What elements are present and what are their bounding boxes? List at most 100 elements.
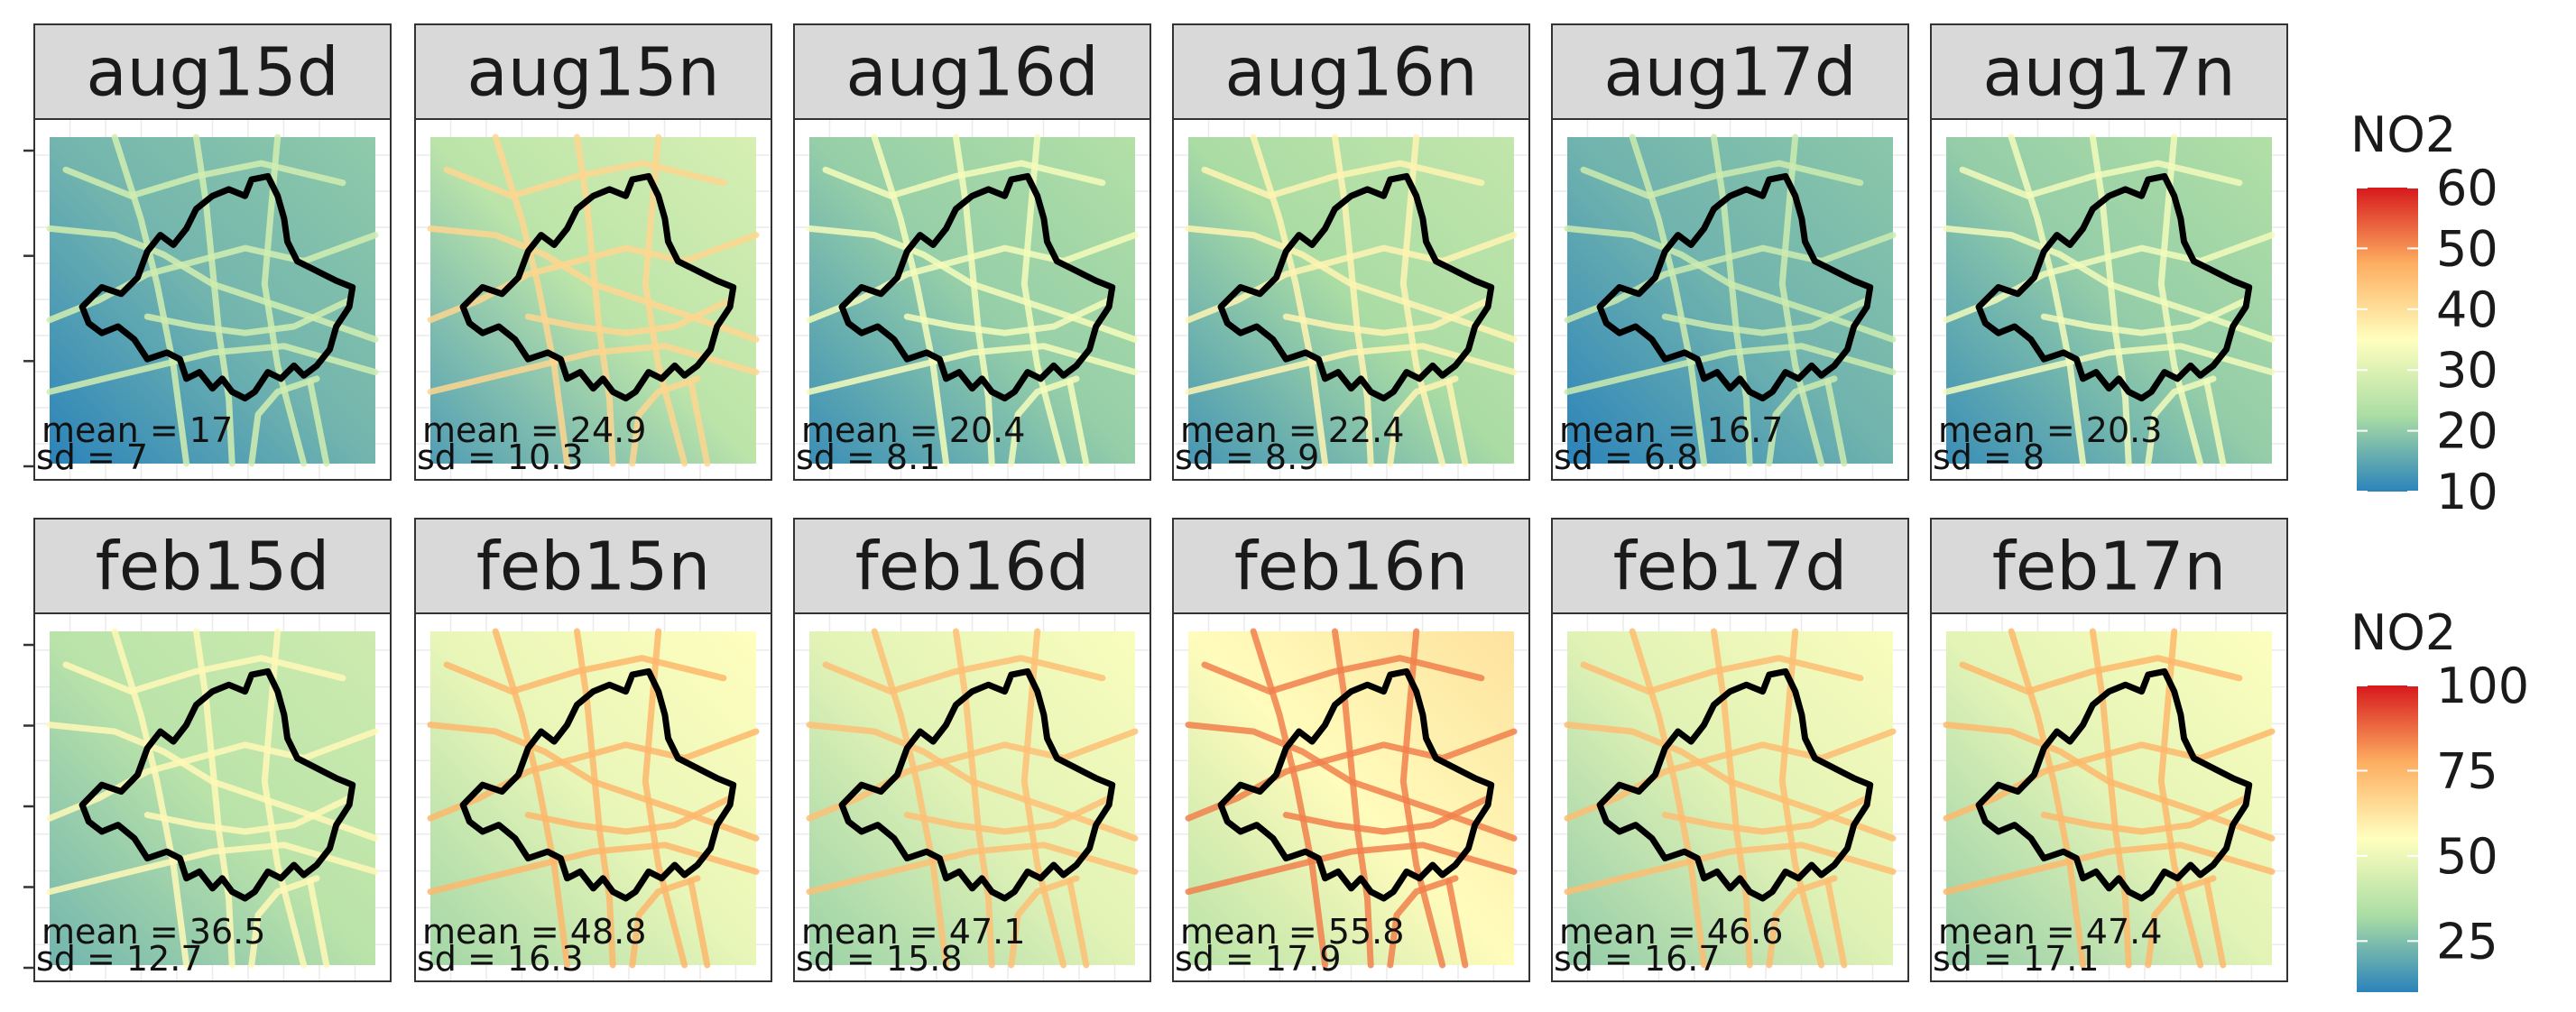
city-boundary (459, 172, 737, 402)
facet-strip (1551, 23, 1909, 120)
legend-title: NO2 (2350, 106, 2456, 163)
panel-border (414, 612, 772, 982)
sd-annotation: sd = 16.7 (1554, 939, 1721, 979)
facet-strip (33, 23, 392, 120)
sd-annotation: sd = 8.1 (796, 437, 940, 477)
city-boundary (1217, 172, 1495, 402)
facet-strip (414, 518, 772, 614)
sd-annotation: sd = 15.8 (796, 939, 963, 979)
panel-border (1172, 612, 1530, 982)
mean-annotation: mean = 16.7 (1559, 410, 1783, 450)
panel-border (33, 118, 392, 481)
mean-annotation: mean = 20.3 (1938, 410, 2162, 450)
facet-strip (793, 23, 1151, 120)
facet-strip-label: aug17n (1982, 34, 2235, 112)
sd-annotation: sd = 17.1 (1933, 939, 2100, 979)
facet-strip (1172, 23, 1530, 120)
city-boundary (1975, 667, 2253, 902)
sd-annotation: sd = 17.9 (1175, 939, 1342, 979)
facet-strip-label: aug17d (1603, 34, 1856, 112)
mean-annotation: mean = 24.9 (422, 410, 646, 450)
facet-strip-label: aug15d (86, 34, 338, 112)
facet-panel-feb16n: feb16n mean = 55.8sd = 17.9 (1172, 518, 1530, 982)
facet-strip-label: feb15d (96, 529, 330, 606)
panel-border (414, 118, 772, 481)
y-axis-ticks (23, 149, 34, 468)
panel-border (1930, 118, 2288, 481)
legend-tick-label: 50 (2436, 220, 2498, 277)
mean-annotation: mean = 36.5 (42, 912, 265, 952)
sd-annotation: sd = 7 (36, 437, 148, 477)
city-boundary (78, 172, 356, 402)
sd-annotation: sd = 12.7 (36, 939, 203, 979)
mean-annotation: mean = 47.1 (801, 912, 1025, 952)
facet-strip (793, 518, 1151, 614)
facet-strip-label: aug15n (466, 34, 719, 112)
mean-annotation: mean = 17 (42, 410, 233, 450)
sd-annotation: sd = 8.9 (1175, 437, 1319, 477)
panel-border (1551, 118, 1909, 481)
mean-annotation: mean = 46.6 (1559, 912, 1783, 952)
facet-panel-feb16d: feb16d mean = 47.1sd = 15.8 (793, 518, 1151, 982)
facet-strip-label: feb17d (1613, 529, 1848, 606)
facet-panel-aug16d: aug16d mean = 20.4sd = 8.1 (793, 23, 1151, 481)
facet-panel-feb17n: feb17n mean = 47.4sd = 17.1 (1930, 518, 2288, 982)
facet-strip (1930, 23, 2288, 120)
facet-strip-label: feb15n (476, 529, 711, 606)
city-boundary (838, 172, 1116, 402)
facet-panel-feb15n: feb15n mean = 48.8sd = 16.3 (414, 518, 772, 982)
panel-border (1172, 118, 1530, 481)
facet-strip-label: feb16d (855, 529, 1090, 606)
mean-annotation: mean = 22.4 (1180, 410, 1404, 450)
facet-panel-feb17d: feb17d mean = 46.6sd = 16.7 (1551, 518, 1909, 982)
legend-title: NO2 (2350, 604, 2456, 661)
legend-tick-label: 25 (2436, 913, 2498, 970)
city-boundary (1975, 172, 2253, 402)
city-boundary (1596, 667, 1874, 902)
sd-annotation: sd = 6.8 (1554, 437, 1698, 477)
panel-border (793, 118, 1151, 481)
facet-panel-aug15n: aug15n mean = 24.9sd = 10.3 (414, 23, 772, 481)
y-axis-ticks (23, 643, 34, 970)
road-network (1185, 628, 1518, 969)
sd-annotation: sd = 10.3 (417, 437, 584, 477)
facet-panel-feb15d: feb15d mean = 36.5sd = 12.7 (23, 518, 392, 982)
facet-strip (1172, 518, 1530, 614)
legend-tick-label: 40 (2436, 281, 2498, 338)
panel-border (33, 612, 392, 982)
legend-tick-label: 100 (2436, 658, 2529, 714)
city-boundary (1596, 172, 1874, 402)
legend-tick-label: 50 (2436, 828, 2498, 885)
facet-strip (414, 23, 772, 120)
panel-border (1551, 612, 1909, 982)
mean-annotation: mean = 20.4 (801, 410, 1025, 450)
legend-tick-label: 60 (2436, 160, 2498, 216)
facet-panel-aug16n: aug16n mean = 22.4sd = 8.9 (1172, 23, 1530, 481)
facet-panel-aug17n: aug17n mean = 20.3sd = 8 (1930, 23, 2288, 481)
city-boundary (78, 667, 356, 902)
facet-strip-label: feb17n (1992, 529, 2227, 606)
facet-strip (1930, 518, 2288, 614)
legend-tick-label: 30 (2436, 342, 2498, 399)
legend-tick-label: 20 (2436, 403, 2498, 460)
facet-panel-aug17d: aug17d mean = 16.7sd = 6.8 (1551, 23, 1909, 481)
facet-strip-label: feb16n (1234, 529, 1469, 606)
sd-annotation: sd = 8 (1933, 437, 2045, 477)
mean-annotation: mean = 48.8 (422, 912, 646, 952)
facet-strip (33, 518, 392, 614)
legend-colorbar (2357, 685, 2418, 992)
facet-strip-label: aug16d (845, 34, 1098, 112)
mean-annotation: mean = 55.8 (1180, 912, 1404, 952)
sd-annotation: sd = 16.3 (417, 939, 584, 979)
legend-tick-label: 10 (2436, 464, 2498, 520)
panel-border (793, 612, 1151, 982)
legend-february: NO2 25 50 75 100 (2350, 604, 2529, 992)
facet-strip-label: aug16n (1224, 34, 1477, 112)
city-boundary (459, 667, 737, 902)
panel-border (1930, 612, 2288, 982)
